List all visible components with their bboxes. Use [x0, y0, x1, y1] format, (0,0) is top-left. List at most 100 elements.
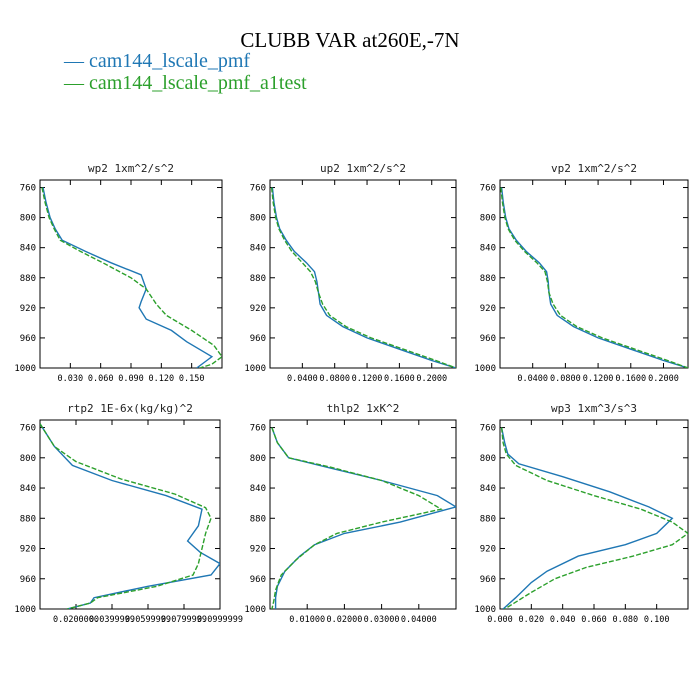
x-tick-label: 0.2000: [648, 374, 679, 384]
y-tick-label: 840: [20, 484, 36, 494]
x-tick-label: 0.030: [58, 374, 84, 384]
y-tick-label: 920: [480, 304, 496, 314]
y-tick-label: 760: [250, 424, 266, 434]
x-tick-label: 0.0599999: [125, 615, 171, 625]
y-tick-label: 960: [480, 334, 496, 344]
x-tick-label: 0.0400: [517, 374, 548, 384]
y-tick-label: 880: [250, 274, 266, 284]
y-tick-label: 1000: [474, 605, 496, 615]
x-tick-label: 0.0799999: [161, 615, 207, 625]
y-tick-label: 800: [480, 454, 496, 464]
y-tick-label: 800: [20, 214, 36, 224]
subplot-title: wp3 1xm^3/s^3: [551, 402, 637, 415]
subplot-3: vp2 1xm^2/s^2 760 800 840 880 920 960 1000 0.040…: [474, 162, 689, 384]
y-tick-label: 840: [20, 244, 36, 254]
y-tick-label: 840: [480, 244, 496, 254]
x-tick-label: 0.0999999: [197, 615, 243, 625]
plot-frame: [269, 419, 457, 610]
y-tick-label: 800: [480, 214, 496, 224]
y-tick-label: 920: [480, 545, 496, 555]
y-tick-label: 960: [250, 334, 266, 344]
legend-entry-cam144-lscale-pmf: — cam144_lscale_pmf: [64, 50, 250, 73]
subplot-5: thlp2 1xK^2 760 800 840 880 920 960 1000 0.01000…: [244, 402, 457, 625]
x-tick-label: 0.01000: [289, 615, 325, 625]
y-tick-label: 880: [250, 514, 266, 524]
x-tick-label: 0.060: [88, 374, 114, 384]
x-tick-label: 0.2000: [416, 374, 447, 384]
x-tick-label: 0.0400: [287, 374, 318, 384]
y-tick-label: 760: [20, 184, 36, 194]
plot-frame: [269, 179, 457, 369]
page-title: CLUBB VAR at260E,-7N: [240, 28, 460, 52]
y-tick-label: 1000: [14, 364, 36, 374]
y-tick-label: 800: [250, 214, 266, 224]
y-tick-label: 880: [480, 274, 496, 284]
x-tick-label: 0.120: [149, 374, 175, 384]
x-tick-label: 0.000: [487, 615, 513, 625]
legend-line-marker: —: [64, 72, 89, 94]
y-tick-label: 1000: [244, 605, 266, 615]
y-tick-label: 760: [480, 424, 496, 434]
series-line: [500, 427, 674, 609]
x-tick-label: 0.0399999: [89, 615, 135, 625]
x-tick-label: 0.1600: [384, 374, 415, 384]
series-line: [40, 423, 212, 609]
x-tick-label: 0.04000: [401, 615, 437, 625]
series-line: [500, 427, 688, 609]
y-tick-label: 920: [250, 545, 266, 555]
subplot-1: wp2 1xm^2/s^2 760 800 840 880 920 960 1000 0.030…: [14, 162, 223, 384]
series-line: [500, 187, 688, 368]
subplot-title: up2 1xm^2/s^2: [320, 162, 406, 175]
y-tick-label: 920: [20, 545, 36, 555]
x-tick-label: 0.020: [519, 615, 545, 625]
legend-entry-cam144-lscale-pmf-a1test: — cam144_lscale_pmf_a1test: [64, 72, 307, 95]
series-line: [271, 427, 456, 609]
y-tick-label: 960: [20, 575, 36, 585]
y-tick-label: 920: [20, 304, 36, 314]
y-tick-label: 1000: [14, 605, 36, 615]
series-line: [41, 187, 222, 368]
y-tick-label: 880: [20, 514, 36, 524]
x-tick-label: 0.100: [644, 615, 670, 625]
x-tick-label: 0.0200000: [53, 615, 99, 625]
y-tick-label: 960: [480, 575, 496, 585]
subplot-title: thlp2 1xK^2: [327, 402, 400, 415]
x-tick-label: 0.0800: [550, 374, 581, 384]
legend-line-marker: —: [64, 50, 89, 72]
x-tick-label: 0.1600: [615, 374, 646, 384]
x-tick-label: 0.080: [613, 615, 639, 625]
x-tick-label: 0.060: [581, 615, 607, 625]
x-tick-label: 0.1200: [583, 374, 614, 384]
x-tick-label: 0.1200: [352, 374, 383, 384]
y-tick-label: 880: [20, 274, 36, 284]
plot-frame: [499, 179, 689, 369]
series-line: [271, 187, 456, 368]
y-tick-label: 1000: [244, 364, 266, 374]
x-tick-label: 0.040: [550, 615, 576, 625]
series-line: [500, 187, 688, 368]
y-tick-label: 920: [250, 304, 266, 314]
plot-frame: [39, 419, 221, 610]
x-tick-label: 0.03000: [364, 615, 400, 625]
y-tick-label: 960: [20, 334, 36, 344]
legend-label: cam144_lscale_pmf: [89, 50, 251, 72]
y-tick-label: 880: [480, 514, 496, 524]
y-tick-label: 760: [480, 184, 496, 194]
y-tick-label: 840: [250, 244, 266, 254]
plot-frame: [499, 419, 689, 610]
y-tick-label: 800: [250, 454, 266, 464]
y-tick-label: 960: [250, 575, 266, 585]
y-tick-label: 760: [250, 184, 266, 194]
series-line: [40, 423, 220, 609]
x-tick-label: 0.0800: [319, 374, 350, 384]
subplot-title: vp2 1xm^2/s^2: [551, 162, 637, 175]
y-tick-label: 840: [480, 484, 496, 494]
subplot-title: rtp2 1E-6x(kg/kg)^2: [67, 402, 193, 415]
subplot-4: rtp2 1E-6x(kg/kg)^2 760 800 840 880 920 960 100…: [14, 402, 243, 625]
subplot-2: up2 1xm^2/s^2 760 800 840 880 920 960 1000 0.040…: [244, 162, 457, 384]
y-tick-label: 800: [20, 454, 36, 464]
x-tick-label: 0.150: [179, 374, 205, 384]
subplot-title: wp2 1xm^2/s^2: [88, 162, 174, 175]
series-line: [270, 187, 456, 368]
